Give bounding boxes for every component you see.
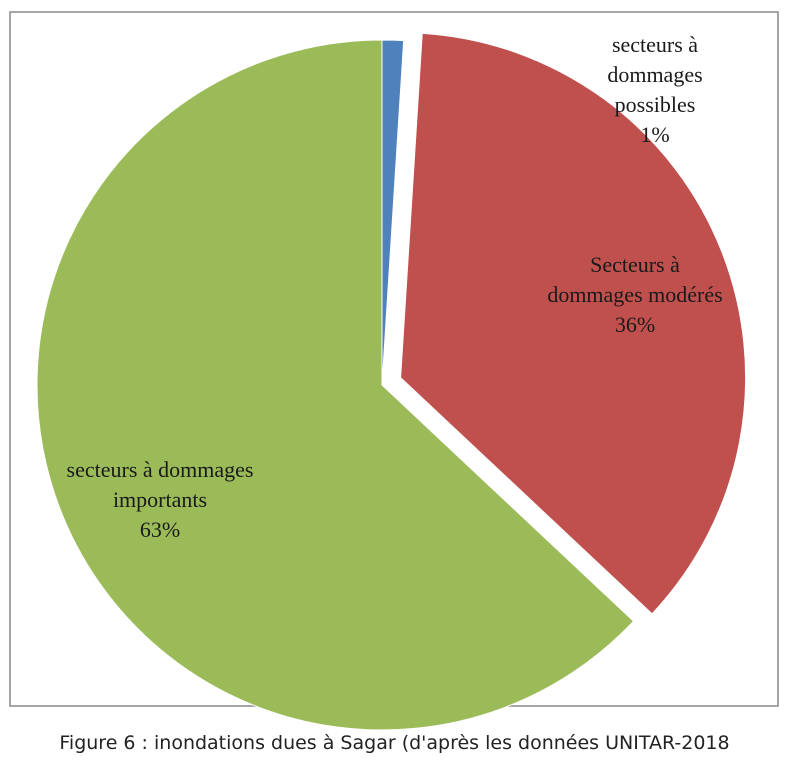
slice-percent: 36% (614, 312, 656, 337)
slice-label: secteurs à dommages importants 63% (60, 455, 260, 545)
slice-label: secteurs à dommages possibles 1% (565, 30, 745, 150)
slice-name: secteurs à dommages possibles (607, 32, 703, 117)
pie-slice (400, 32, 747, 615)
slice-percent: 1% (640, 122, 670, 147)
pie-slice (36, 39, 635, 731)
slice-name: secteurs à dommages importants (66, 457, 254, 512)
caption: Figure 6 : inondations dues à Sagar (d'a… (59, 732, 730, 754)
slice-percent: 63% (139, 517, 181, 542)
slice-label: Secteurs à dommages modérés 36% (545, 250, 725, 340)
slice-name: Secteurs à dommages modérés (547, 252, 723, 307)
